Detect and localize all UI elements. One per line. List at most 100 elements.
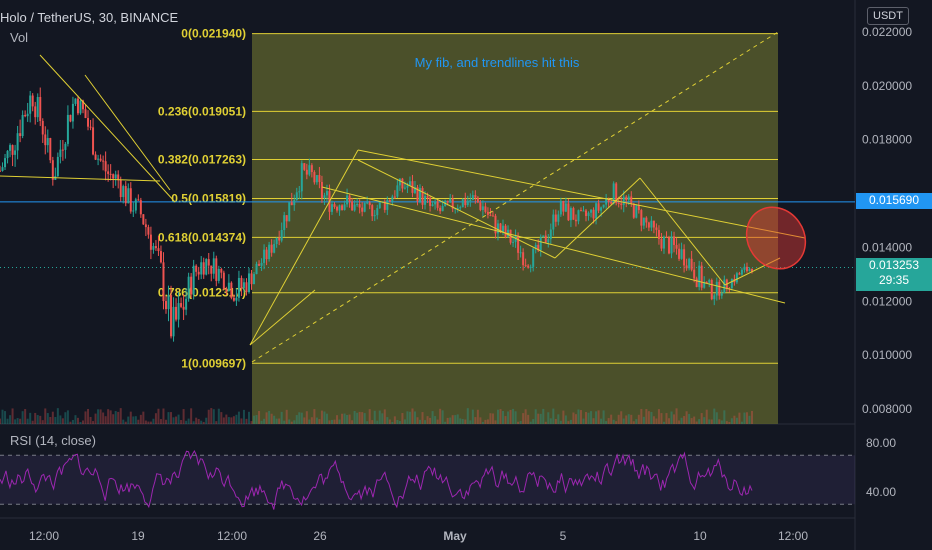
volume-bar [217,408,220,424]
time-axis-tick: 5 [560,529,567,543]
currency-badge[interactable]: USDT [867,7,909,25]
volume-bar [517,421,520,424]
fib-zone-extension [252,363,778,424]
candle-body [46,138,49,146]
volume-bar [49,416,52,424]
candle-body [577,210,580,222]
volume-bar [413,411,416,424]
volume-bar [353,410,356,424]
candle-body [187,276,190,299]
candle-body [595,203,598,219]
volume-bar [348,414,351,424]
volume-bar [421,412,424,424]
last-price-tag: 0.013253 29:35 [856,258,932,291]
candle-body [24,114,27,117]
volume-bar [688,413,691,424]
volume-bar [114,411,117,424]
candle-body [44,134,47,146]
candle-body [512,241,515,243]
volume-bar [388,419,391,424]
volume-bar [132,416,135,424]
candle-body [479,202,482,210]
candle-body [532,248,535,267]
candle-body [154,246,157,249]
volume-bar [268,410,271,424]
candle-body [698,265,701,287]
candle-body [429,197,432,206]
time-axis-tick: 12:00 [29,529,59,543]
candle-body [393,196,396,198]
candle-body [715,281,718,296]
volume-bar [665,413,668,424]
candle-body [71,103,74,122]
volume-bar [720,420,723,424]
volume-bar [640,408,643,424]
candle-body [524,265,527,267]
candle-body [207,259,210,266]
volume-bar [202,421,205,424]
candle-body [426,196,429,198]
candle-body [21,114,24,137]
volume-bar [481,421,484,424]
candle-body [230,282,233,298]
volume-bar [124,421,127,424]
volume-bar [157,408,160,424]
volume-bar [673,414,676,424]
volume-bar [562,410,565,424]
volume-bar [232,416,235,424]
candle-body [607,198,610,202]
candle-body [464,199,467,206]
candle-body [232,297,235,301]
candle-body [237,277,240,298]
candle-body [647,222,650,228]
candle-body [579,210,582,212]
volume-bar [6,418,9,424]
volume-bar [144,420,147,424]
volume-bar [373,410,376,424]
candle-body [645,217,648,223]
candle-body [285,215,288,222]
candle-body [569,208,572,221]
candle-body [517,236,520,253]
volume-bar [637,414,640,424]
candle-body [600,207,603,211]
volume-bar [253,415,256,424]
volume-bar [330,419,333,424]
candle-body [97,158,100,160]
volume-bar [119,408,122,424]
volume-bar [567,421,570,424]
volume-bar [439,408,442,424]
volume-bar [376,420,379,424]
candle-body [49,138,52,161]
trendline [321,186,786,304]
candle-body [431,204,434,206]
volume-bar [723,410,726,424]
volume-bar [122,419,125,424]
volume-bar [434,416,437,424]
volume-bar [751,410,753,424]
candle-body [713,295,716,300]
volume-bar [592,418,595,424]
volume-bar [522,413,525,424]
volume-bar [159,419,162,424]
volume-bar [210,408,213,424]
volume-bar [572,412,575,424]
candle-body [615,183,618,204]
candle-body [99,158,102,161]
volume-bar [147,421,150,424]
candle-body [612,183,615,204]
volume-bar [9,415,12,424]
candle-body [336,206,339,211]
volume-bar [579,410,582,424]
volume-bar [154,413,157,424]
volume-bar [180,420,183,424]
candle-body [494,215,497,234]
volume-bar [303,417,306,424]
volume-bar [79,421,82,424]
trendline [84,74,171,191]
candle-body [137,199,140,201]
volume-bar [519,420,522,424]
candle-body [670,236,673,254]
volume-bar [718,419,721,424]
